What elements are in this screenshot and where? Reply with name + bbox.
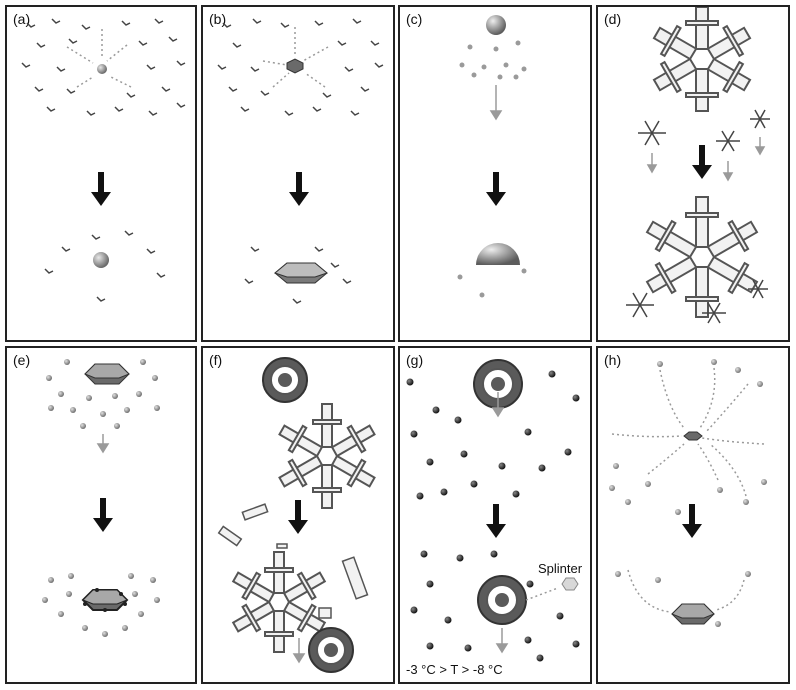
droplets [609, 359, 767, 627]
ice-crystal-top [84, 363, 130, 385]
large-snowflake-top [652, 7, 752, 112]
supercooled-droplets [457, 40, 527, 298]
panel-label-d: (d) [604, 11, 622, 27]
snowflake-lower [231, 551, 327, 653]
panel-c-diagram [457, 15, 527, 298]
ice-particle-top [486, 15, 506, 35]
ice-particle [93, 252, 109, 268]
panel-d: (d) [596, 5, 790, 342]
panel-d-diagram [626, 7, 770, 324]
panel-a: (a) [5, 5, 197, 342]
panel-g: (g) [398, 346, 592, 684]
panel-b: (b) [201, 5, 395, 342]
ice-fragments [217, 503, 369, 619]
graupel-top [473, 359, 523, 409]
small-ice-crystal [683, 431, 703, 441]
ice-nucleus [97, 64, 107, 74]
flow-arrows [611, 367, 765, 613]
small-snowflakes [638, 109, 770, 152]
splinter-label: Splinter [538, 561, 583, 576]
panel-label-g: (g) [406, 352, 424, 368]
snowflake-upper [278, 403, 376, 509]
fall-arrows [646, 137, 766, 182]
aggregate-snowflake [626, 196, 768, 324]
supercooled-droplets [42, 359, 160, 637]
fall-arrow [489, 85, 503, 121]
graupel-top [262, 357, 308, 403]
panel-label-h: (h) [604, 352, 622, 368]
main-arrow-down [692, 145, 712, 179]
panel-g-diagram [406, 359, 580, 662]
vapor-molecules [21, 18, 186, 302]
rimed-graupel [477, 575, 527, 625]
droplets-upper [406, 370, 580, 500]
panel-a-diagram [21, 18, 186, 302]
small-ice-crystal [286, 58, 304, 74]
panel-label-b: (b) [209, 11, 227, 27]
panel-b-diagram [217, 18, 384, 304]
graupel-bottom [308, 627, 354, 673]
panel-c: (c) [398, 5, 592, 342]
main-arrow-down [682, 504, 702, 538]
main-arrow-down [91, 172, 111, 206]
splinter-crystal [561, 577, 579, 591]
panel-e: (e) [5, 346, 197, 684]
panel-e-diagram [42, 359, 160, 637]
panel-h-diagram [609, 359, 767, 627]
panel-label-f: (f) [209, 352, 223, 368]
panel-f: (f) [201, 346, 395, 684]
fall-arrow [292, 638, 306, 664]
grown-ice-crystal [273, 262, 329, 284]
flow-arrows [66, 29, 132, 88]
vapor-molecules [217, 18, 384, 304]
rimed-ice-crystal [81, 588, 129, 612]
main-arrow-down [288, 500, 308, 534]
grown-ice-crystal [671, 603, 715, 625]
fall-arrow-top [491, 392, 505, 418]
droplets-lower [410, 550, 580, 662]
temperature-range-label: -3 °C > T > -8 °C [406, 662, 503, 677]
main-arrow-down [486, 172, 506, 206]
main-arrow-down [486, 504, 506, 538]
main-arrow-down [289, 172, 309, 206]
panel-h: (h) [596, 346, 790, 684]
fall-arrow [96, 434, 110, 454]
rimed-ice-particle [476, 243, 520, 265]
panel-label-a: (a) [13, 11, 31, 27]
splinter-arrow [525, 587, 559, 601]
fall-arrow-bottom [495, 628, 509, 654]
panel-f-diagram [217, 357, 376, 673]
flow-arrows [262, 27, 329, 88]
main-arrow-down [93, 498, 113, 532]
panel-label-c: (c) [406, 11, 423, 27]
panel-label-e: (e) [13, 352, 31, 368]
